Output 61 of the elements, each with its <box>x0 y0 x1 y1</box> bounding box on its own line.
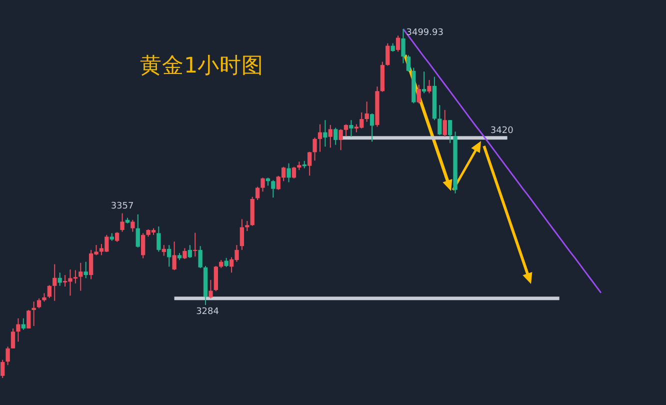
candlestick <box>406 54 411 72</box>
candlestick <box>338 128 343 151</box>
candlestick <box>312 137 317 162</box>
candlestick <box>78 262 83 292</box>
candlestick <box>182 248 187 260</box>
candlestick <box>52 264 57 302</box>
candlestick <box>323 120 328 148</box>
candlestick <box>328 124 332 148</box>
candlestick <box>318 124 322 152</box>
candlestick <box>0 359 5 378</box>
candlestick <box>136 214 140 248</box>
candlestick <box>167 244 172 268</box>
candlestick <box>84 261 88 279</box>
candlestick <box>10 328 16 349</box>
text: 黄金1小时图 <box>140 54 264 78</box>
candlestick <box>214 265 218 292</box>
candlestick <box>349 120 354 138</box>
candlestick <box>308 151 312 176</box>
annotation: 3357 <box>110 201 134 212</box>
candlestick <box>422 71 426 94</box>
candlestick <box>156 226 161 252</box>
candlestick <box>26 309 31 329</box>
candlestick <box>292 166 296 179</box>
candlestick <box>334 127 338 146</box>
candlestick <box>427 79 432 94</box>
candlestick <box>442 109 447 138</box>
candlestick <box>193 232 198 258</box>
annotation: 3499.93 <box>406 28 444 38</box>
candlestick <box>141 232 146 259</box>
candlestick <box>286 162 291 183</box>
candlestick <box>416 84 421 104</box>
candlestick <box>401 28 406 64</box>
annotation: 3420 <box>490 126 514 136</box>
candlestick <box>344 124 348 137</box>
candlestick <box>188 244 192 258</box>
candlestick <box>36 298 42 309</box>
candlestick <box>120 212 124 232</box>
candlestick <box>16 318 20 342</box>
candlestick <box>255 186 260 201</box>
candlestick <box>448 120 452 144</box>
candlestick <box>47 284 52 299</box>
candlestick <box>364 101 369 122</box>
candlestick <box>6 346 10 366</box>
candlestick <box>245 220 250 232</box>
candlestick <box>208 279 213 299</box>
candlestick <box>114 232 120 242</box>
candlestick <box>172 241 176 271</box>
candlestick <box>21 318 26 330</box>
candlestick <box>386 42 390 66</box>
candlestick <box>224 257 228 268</box>
candlestick <box>240 218 244 250</box>
candlestick <box>198 246 202 269</box>
candlestick <box>396 35 400 52</box>
candlestick <box>162 244 166 256</box>
candlestick <box>370 112 374 142</box>
candlestick <box>438 104 442 136</box>
candlestick <box>260 177 265 192</box>
annotation: 3284 <box>196 307 220 318</box>
candlestick <box>271 180 276 198</box>
candlestick <box>32 301 36 326</box>
candlestick <box>130 219 135 232</box>
